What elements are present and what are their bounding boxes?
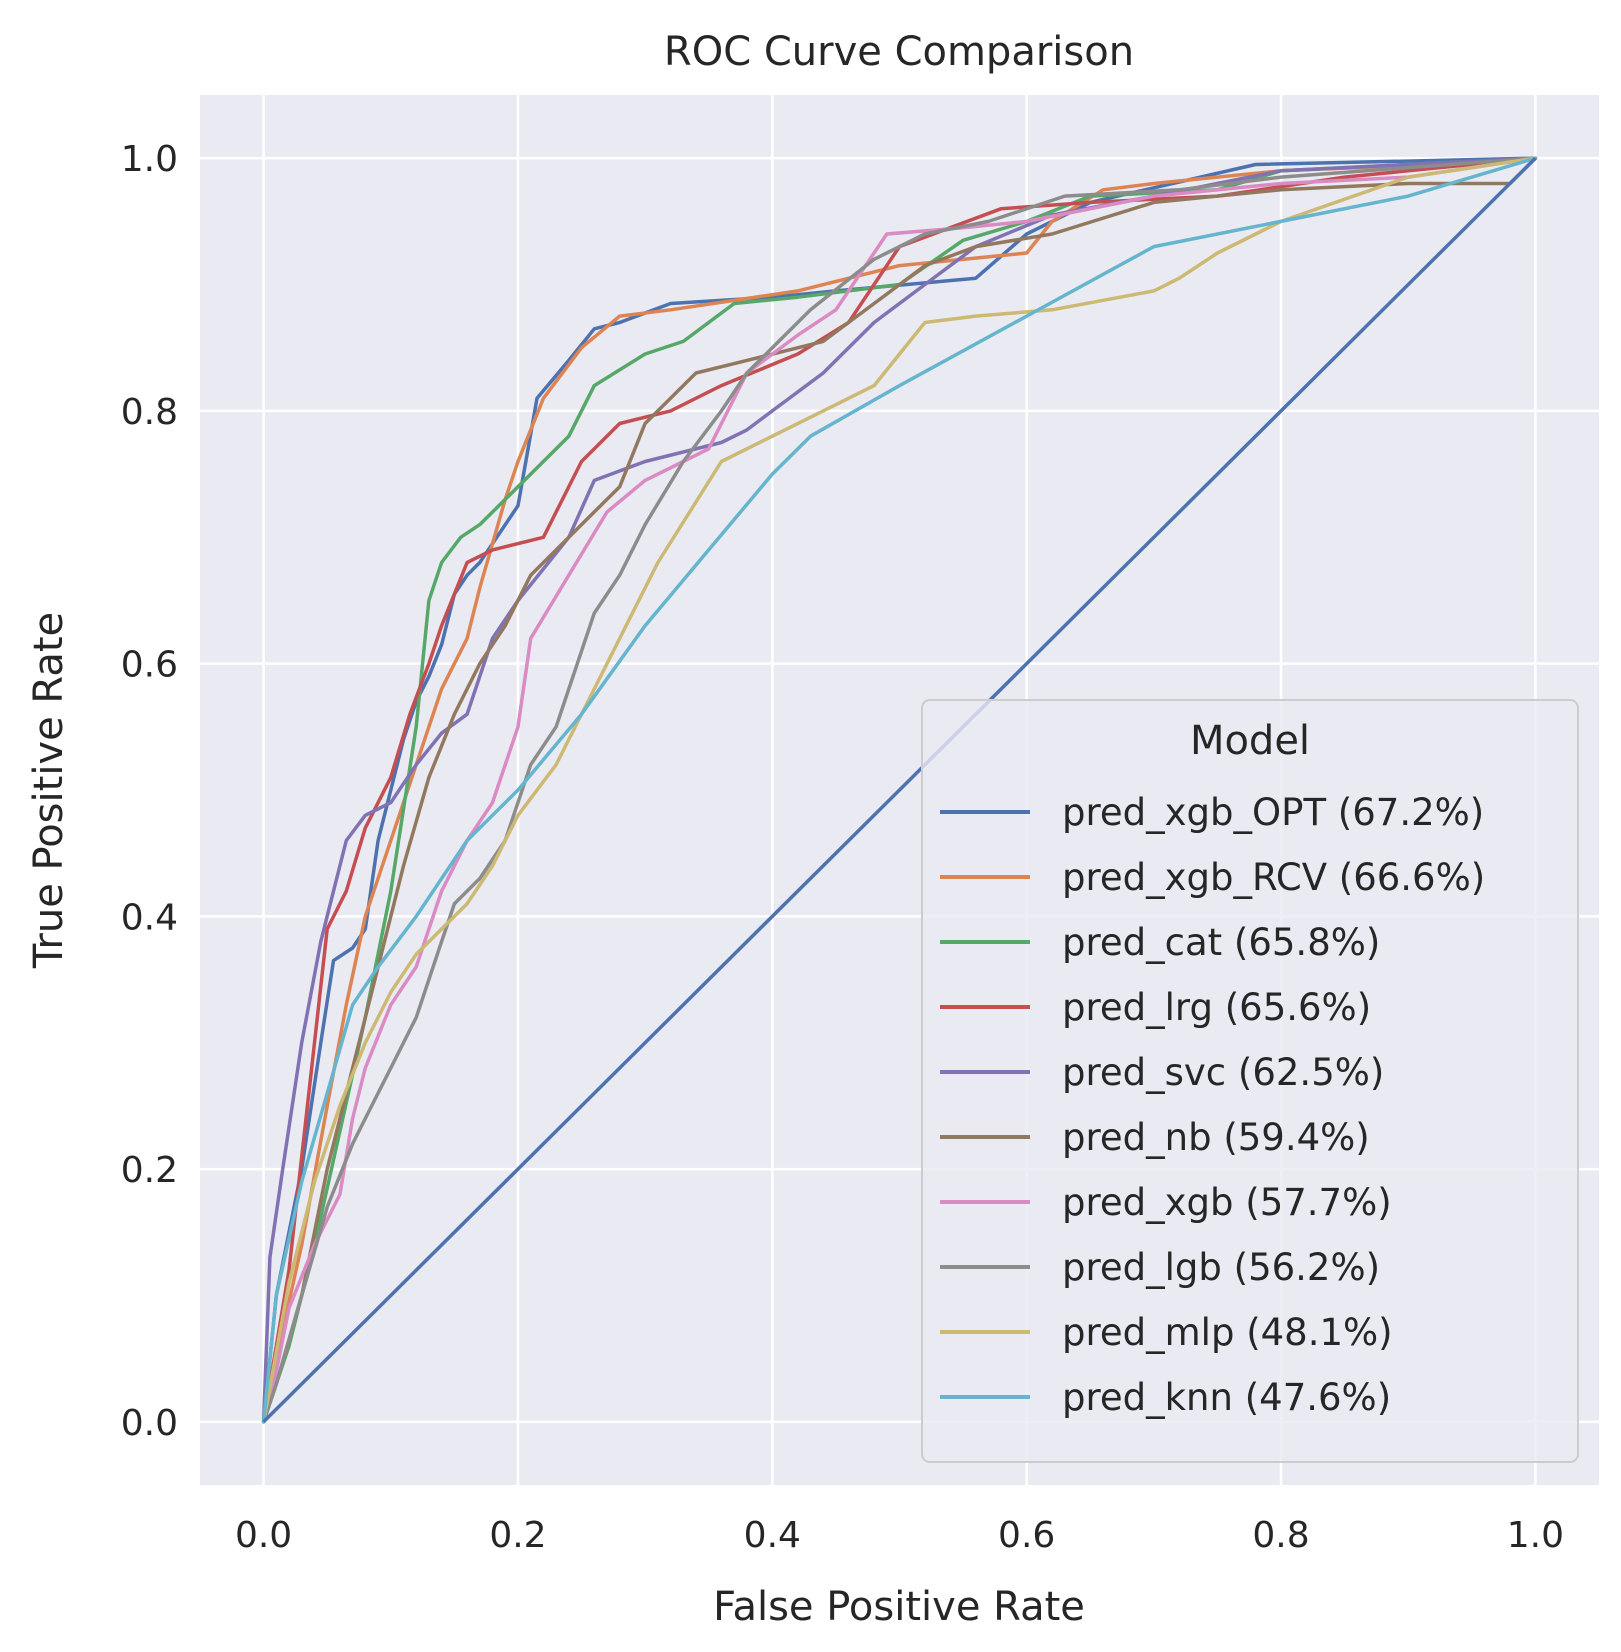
legend-entries: pred_xgb_OPT (67.2%) pred_xgb_RCV (66.6%)… [940,791,1485,1419]
y-tick-label: 0.2 [121,1150,178,1191]
legend-box [921,699,1579,1463]
legend-label-2: pred_xgb_RCV (66.6%) [1062,856,1485,899]
y-axis-label: True Positive Rate [26,612,72,969]
y-tick-label: 0.0 [121,1403,178,1444]
legend: Model pred_xgb_OPT (67.2%) pred_xgb_RCV (… [921,699,1579,1463]
x-tick-label: 1.0 [1507,1515,1564,1556]
y-tick-label: 0.6 [121,645,178,686]
y-tick-label: 1.0 [121,139,178,180]
series-line-7 [261,156,1538,1424]
legend-label-6: pred_nb (59.4%) [1062,1116,1370,1159]
legend-label-8: pred_lgb (56.2%) [1062,1246,1380,1289]
y-tick-label: 0.4 [121,897,178,938]
legend-label-3: pred_cat (65.8%) [1062,921,1380,964]
series-line-4 [261,156,1538,1424]
legend-label-7: pred_xgb (57.7%) [1062,1181,1392,1224]
x-tick-label: 0.0 [235,1515,292,1556]
y-tick-label: 0.8 [121,392,178,433]
x-tick-label: 0.8 [1252,1515,1309,1556]
series-line-6 [261,156,1538,1424]
tick-labels: 0.0 0.2 0.4 0.6 0.8 1.0 0.0 0.2 0.4 0.6 0.8 1.0 [121,139,1564,1556]
legend-title: Model [1190,718,1310,764]
legend-label-10: pred_knn (47.6%) [1062,1376,1391,1419]
legend-label-4: pred_lrg (65.6%) [1062,986,1371,1029]
legend-label-1: pred_xgb_OPT (67.2%) [1062,791,1484,834]
legend-label-5: pred_svc (62.5%) [1062,1051,1384,1094]
series-line-9 [261,156,1538,1424]
x-tick-label: 0.4 [744,1515,801,1556]
series-lines [261,156,1538,1424]
x-axis-label: False Positive Rate [713,1584,1085,1630]
diagonal-reference-line [262,156,1537,1424]
x-tick-label: 0.2 [489,1515,546,1556]
chart-title: ROC Curve Comparison [664,29,1134,75]
series-line-10 [261,156,1538,1424]
x-tick-label: 0.6 [998,1515,1055,1556]
series-line-8 [261,156,1538,1424]
legend-label-9: pred_mlp (48.1%) [1062,1311,1393,1354]
